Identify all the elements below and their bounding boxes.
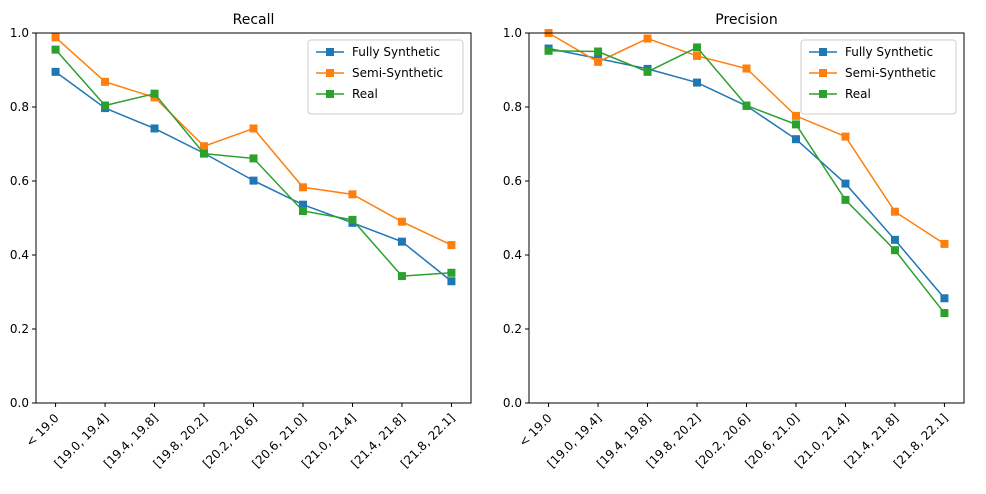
precision-legend: Fully Synthetic Semi-Synthetic Real [800,39,957,115]
precision-point-fully-synthetic [940,294,949,303]
recall-point-semi-synthetic [101,77,110,86]
precision-point-real [890,246,899,255]
precision-point-real [791,120,800,129]
recall-legend-label-semi-synthetic: Semi-Synthetic [352,66,443,80]
recall-y-tick-label: 0.4 [10,248,29,262]
recall-point-real [101,101,110,110]
recall-point-semi-synthetic [397,217,406,226]
precision-point-real [841,195,850,204]
recall-point-fully-synthetic [150,124,159,133]
precision-y-tick-label: 0.2 [503,322,522,336]
precision-point-real [693,43,702,52]
precision-point-semi-synthetic [791,111,800,120]
recall-point-fully-synthetic [51,67,60,76]
precision-x-tick-label: < 19.0 [516,411,555,450]
recall-axes-frame [35,32,472,404]
precision-point-fully-synthetic [890,235,899,244]
precision-point-semi-synthetic [940,239,949,248]
recall-point-real [150,89,159,98]
recall-point-fully-synthetic [298,200,307,209]
precision-point-real [594,47,603,56]
recall-point-semi-synthetic [447,241,456,250]
precision-point-semi-synthetic [890,207,899,216]
recall-y-tick-label: 0.0 [10,396,29,410]
precision-y-tick-label: 0.4 [503,248,522,262]
precision-point-fully-synthetic [841,179,850,188]
precision-y-tick-label: 1.0 [503,26,522,40]
precision-point-semi-synthetic [841,132,850,141]
precision-legend-marker-real [819,90,827,98]
precision-legend-label-real: Real [845,87,871,101]
precision-point-real [643,67,652,76]
recall-point-fully-synthetic [397,237,406,246]
recall-x-tick-label: < 19.0 [23,411,62,450]
precision-legend-marker-fully-synthetic [819,48,827,56]
precision-y-tick-label: 0.6 [503,174,522,188]
recall-legend-label-real: Real [352,87,378,101]
recall-point-semi-synthetic [298,183,307,192]
precision-point-semi-synthetic [643,34,652,43]
recall-point-real [51,45,60,54]
precision-title: Precision [715,12,777,28]
recall-legend-marker-semi-synthetic [326,69,334,77]
precision-legend-label-fully-synthetic: Fully Synthetic [845,45,933,59]
precision-y-tick-label: 0.8 [503,100,522,114]
recall-y-tick-label: 0.8 [10,100,29,114]
recall-point-real [447,268,456,277]
recall-point-semi-synthetic [200,142,209,151]
recall-point-semi-synthetic [249,124,258,133]
precision-point-semi-synthetic [742,64,751,73]
precision-y-tick-label: 0.0 [503,396,522,410]
precision-point-fully-synthetic [791,135,800,144]
precision-legend-label-semi-synthetic: Semi-Synthetic [845,66,936,80]
recall-point-real [249,154,258,163]
recall-point-real [298,206,307,215]
recall-point-real [200,149,209,158]
precision-point-real [544,46,553,55]
precision-point-semi-synthetic [594,57,603,66]
precision-point-real [940,309,949,318]
recall-y-tick-label: 0.2 [10,322,29,336]
recall-point-semi-synthetic [348,190,357,199]
recall-point-fully-synthetic [249,176,258,185]
recall-y-tick-label: 1.0 [10,26,29,40]
recall-point-real [348,215,357,224]
recall-legend-label-fully-synthetic: Fully Synthetic [352,45,440,59]
recall-point-real [397,272,406,281]
precision-legend-box [800,39,957,115]
precision-point-semi-synthetic [693,51,702,60]
recall-point-semi-synthetic [51,33,60,42]
precision-point-fully-synthetic [693,78,702,87]
precision-legend-marker-semi-synthetic [819,69,827,77]
recall-point-fully-synthetic [447,277,456,286]
recall-legend-marker-fully-synthetic [326,48,334,56]
recall-y-tick-label: 0.6 [10,174,29,188]
recall-title: Recall [233,12,275,28]
recall-legend-marker-real [326,90,334,98]
precision-axes-frame [528,32,965,404]
recall-legend-box [307,39,464,115]
recall-legend: Fully Synthetic Semi-Synthetic Real [307,39,464,115]
precision-point-real [742,101,751,110]
